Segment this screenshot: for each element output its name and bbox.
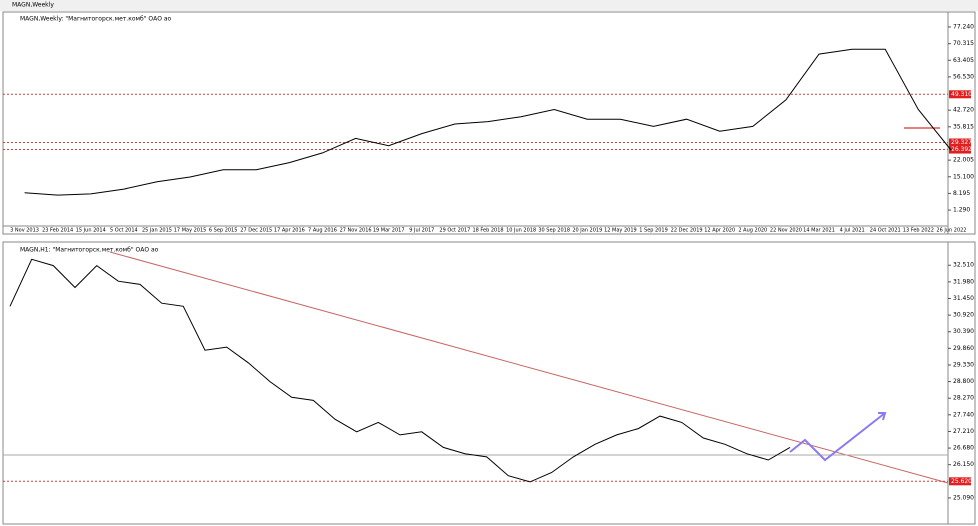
x-tick-label: 3 Nov 2013 [10,228,39,234]
y-tick-label: 25.090 [953,494,974,501]
level-label-box [949,145,971,154]
window-title: MAGN,Weekly [12,2,54,9]
x-tick-label: 2 Aug 2020 [738,228,767,234]
x-tick-label: 7 Aug 2016 [308,228,337,234]
top-panel [2,11,976,235]
x-tick-label: 5 Oct 2014 [110,228,138,234]
x-tick-label: 9 Jul 2017 [409,228,434,234]
title-bar [0,0,978,11]
chart-title: MAGN,Weekly: "Магнитогорск.мет.комб" ОАО… [20,16,172,23]
x-tick-label: 13 Feb 2022 [903,228,934,234]
y-tick-label: 31.450 [953,295,974,302]
level-label: 25.620 [951,478,972,485]
x-tick-label: 27 Dec 2015 [240,228,272,234]
level-label-box [949,90,971,99]
price-line-series [9,258,791,483]
level-label-box [949,477,971,486]
x-tick-label: 29 Oct 2017 [439,228,470,234]
x-tick-label: 22 Dec 2019 [671,228,703,234]
y-tick-label: 77.240 [953,23,974,30]
x-tick-label: 27 Nov 2016 [340,228,372,234]
x-tick-label: 14 Mar 2021 [803,228,835,234]
level-label: 29.327 [951,139,972,146]
x-tick-label: 18 Feb 2018 [472,228,503,234]
arrow-head [878,412,887,421]
y-tick-label: 28.800 [953,378,974,385]
y-tick-label: 27.210 [953,428,974,435]
level-label-box [949,138,971,147]
chart-title: MAGN,H1: "Магнитогорск.мет.комб" ОАО ао [20,247,159,254]
y-tick-label: 63.405 [953,57,974,64]
y-tick-label: 42.720 [953,107,974,114]
y-tick-label: 35.815 [953,123,974,130]
y-tick-label: 26.680 [953,445,974,452]
price-line-series [24,48,952,196]
level-label: 49.310 [951,91,972,98]
x-tick-label: 4 Jul 2021 [840,228,865,234]
bottom-panel [2,241,976,525]
x-tick-label: 23 Feb 2014 [42,228,73,234]
x-tick-label: 17 Apr 2016 [274,228,305,234]
x-tick-label: 25 Jan 2015 [142,228,172,234]
x-tick-label: 12 May 2019 [604,228,637,234]
y-tick-label: 31.980 [953,278,974,285]
x-tick-label: 20 Jan 2019 [572,228,602,234]
x-tick-label: 12 Apr 2020 [704,228,735,234]
y-tick-label: 22.005 [953,157,974,164]
x-tick-label: 1 Sep 2019 [639,228,668,234]
x-tick-label: 19 Mar 2017 [373,228,405,234]
y-tick-label: 70.315 [953,40,974,47]
x-tick-label: 10 Jun 2018 [506,228,536,234]
forecast-arrow [789,412,886,462]
y-tick-label: 15.100 [953,173,974,180]
y-tick-label: 56.530 [953,73,974,80]
y-tick-label: 8.195 [953,190,970,197]
y-tick-label: 32.510 [953,262,974,269]
y-tick-label: 30.390 [953,328,974,335]
y-tick-label: 28.270 [953,395,974,402]
y-tick-label: 29.330 [953,361,974,368]
level-label: 26.392 [951,146,972,153]
x-tick-label: 26 Jun 2022 [936,228,966,234]
y-tick-label: 1.290 [953,207,970,214]
y-tick-label: 27.740 [953,411,974,418]
x-tick-label: 30 Sep 2018 [538,228,570,234]
x-tick-label: 22 Nov 2020 [770,228,802,234]
x-tick-label: 24 Oct 2021 [870,228,901,234]
x-tick-label: 6 Sep 2015 [209,228,238,234]
x-tick-label: 17 May 2015 [174,228,207,234]
x-tick-label: 15 Jun 2014 [76,228,106,234]
y-tick-label: 29.860 [953,345,974,352]
y-tick-label: 26.150 [953,461,974,468]
y-tick-label: 30.920 [953,312,974,319]
